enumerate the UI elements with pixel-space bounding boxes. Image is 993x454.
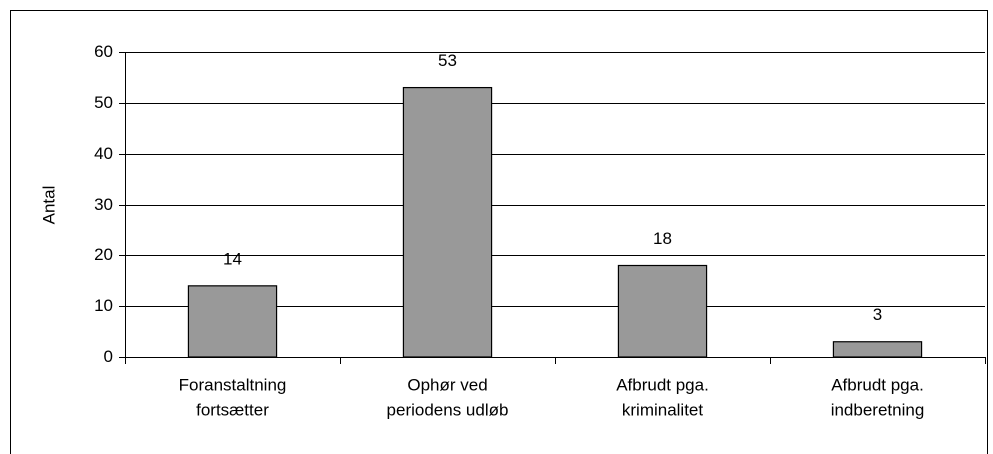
bar (187, 285, 278, 358)
data-label: 18 (653, 229, 672, 248)
data-label: 14 (223, 249, 242, 268)
data-label: 53 (438, 51, 457, 70)
x-tick-label: Foranstaltning (179, 375, 287, 394)
y-tick-label: 20 (94, 245, 113, 264)
bar (617, 264, 708, 358)
bar (832, 341, 923, 358)
bar (402, 86, 493, 358)
x-tick-label: Afbrudt pga. (831, 375, 924, 394)
x-tick-label: kriminalitet (622, 400, 704, 419)
x-tick-label: indberetning (831, 400, 925, 419)
chart-frame (10, 10, 988, 454)
x-tick-label: fortsætter (196, 400, 269, 419)
x-tick-label: Afbrudt pga. (616, 375, 709, 394)
y-tick-label: 60 (94, 42, 113, 61)
y-tick-label: 10 (94, 296, 113, 315)
x-tick-label: periodens udløb (387, 400, 509, 419)
data-label: 3 (873, 305, 882, 324)
y-tick-label: 50 (94, 93, 113, 112)
y-axis-label: Antal (39, 186, 58, 225)
y-tick-label: 30 (94, 195, 113, 214)
y-tick-label: 0 (104, 347, 113, 366)
y-tick-label: 40 (94, 144, 113, 163)
x-tick-label: Ophør ved (407, 375, 487, 394)
